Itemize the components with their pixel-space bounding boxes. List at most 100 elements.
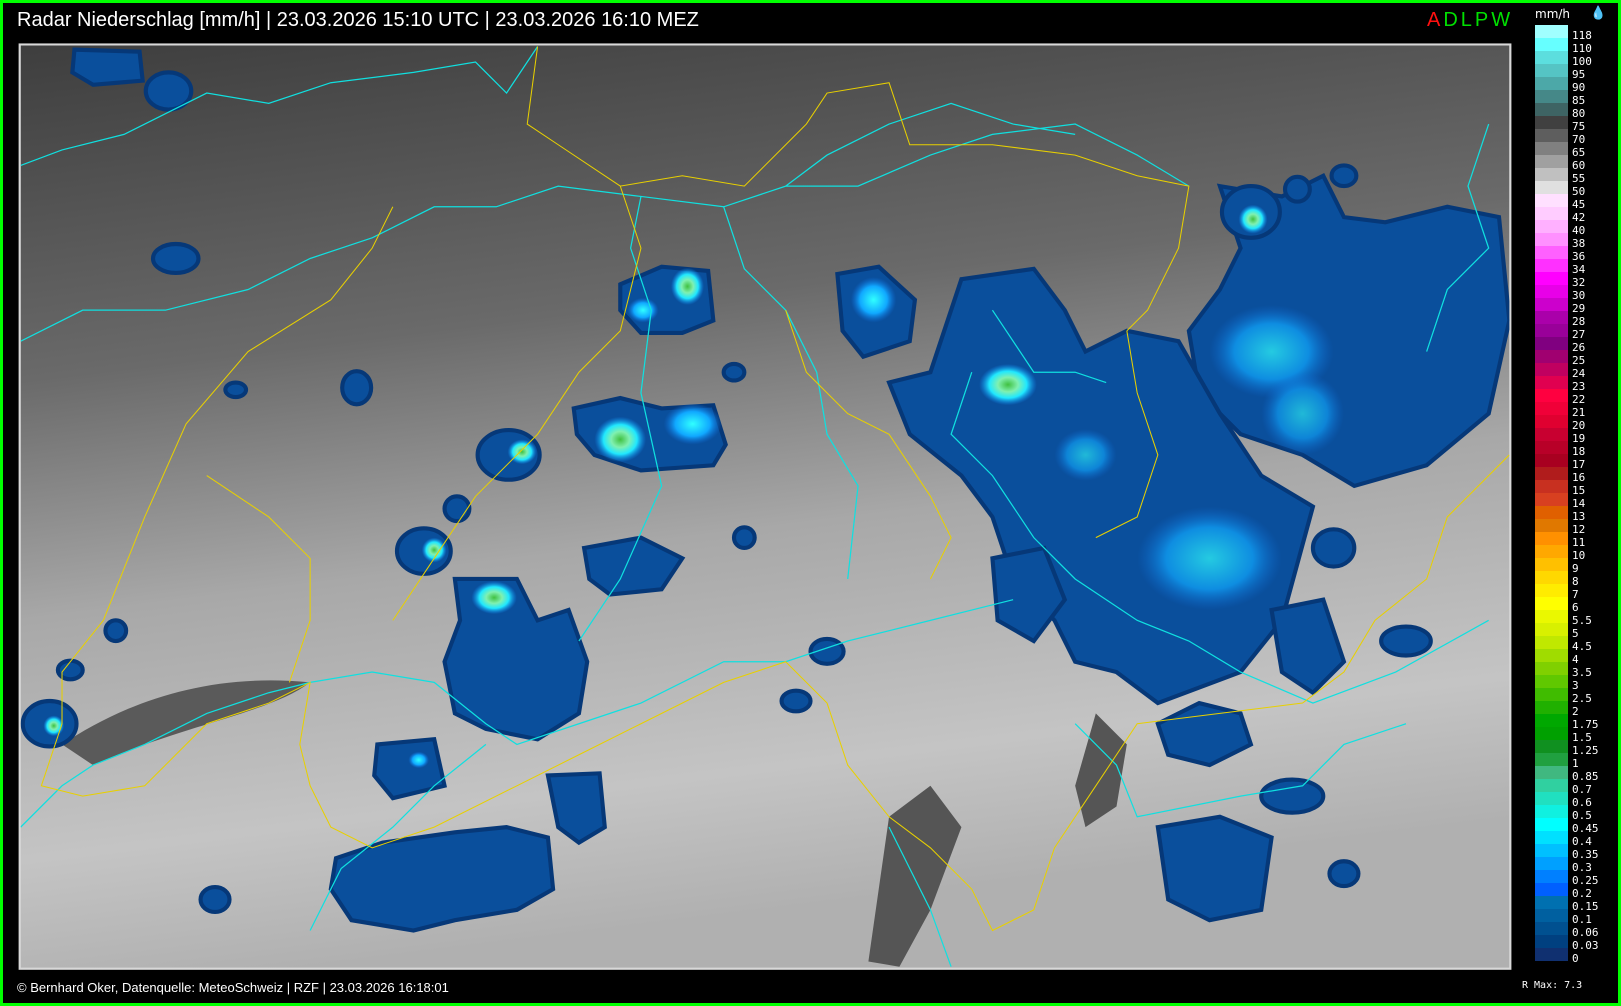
legend-label: 2 (1572, 705, 1579, 718)
legend-band: 15 (1535, 480, 1585, 496)
legend-label: 28 (1572, 315, 1586, 328)
legend-label: 16 (1572, 471, 1586, 484)
legend-unit: mm/h (1535, 7, 1571, 21)
legend-label: 0.25 (1572, 874, 1599, 887)
legend-label: 40 (1572, 224, 1586, 237)
legend-label: 7 (1572, 588, 1579, 601)
legend-band: 32 (1535, 272, 1585, 288)
legend-label: 8 (1572, 575, 1579, 588)
borders (40, 46, 1510, 932)
legend-band: 0.06 (1535, 922, 1599, 938)
legend-label: 11 (1572, 536, 1586, 549)
legend-band: 110 (1535, 38, 1592, 54)
legend-band: 2 (1535, 701, 1579, 717)
legend-band: 25 (1535, 350, 1585, 366)
legend-band: 40 (1535, 220, 1585, 236)
legend-label: 75 (1572, 120, 1586, 133)
legend-band: 0.35 (1535, 844, 1599, 860)
legend-band: 0.15 (1535, 896, 1599, 912)
legend-band: 13 (1535, 506, 1585, 522)
legend-band: 1.75 (1535, 714, 1599, 730)
legend-band: 3.5 (1535, 662, 1592, 678)
legend-band: 0.5 (1535, 805, 1592, 821)
legend-band: 30 (1535, 285, 1585, 301)
legend-label: 12 (1572, 523, 1586, 536)
legend-label: 0.6 (1572, 796, 1592, 809)
legend-band: 0 (1535, 948, 1579, 964)
legend-label: 38 (1572, 237, 1586, 250)
legend-label: 0.3 (1572, 861, 1592, 874)
legend-band: 5.5 (1535, 610, 1592, 626)
legend-label: 9 (1572, 562, 1579, 575)
legend-label: 22 (1572, 393, 1586, 406)
legend-label: 1.25 (1572, 744, 1599, 757)
legend-band: 0.4 (1535, 831, 1592, 847)
legend-label: 21 (1572, 406, 1586, 419)
legend-label: 34 (1572, 263, 1586, 276)
legend-label: 0.15 (1572, 900, 1599, 913)
rivers-and-lakes (20, 46, 1490, 967)
legend-band: 118 (1535, 25, 1592, 41)
legend-label: 1.5 (1572, 731, 1592, 744)
legend-label: 118 (1572, 29, 1592, 42)
legend-band: 0.6 (1535, 792, 1592, 808)
raindrops-icon: 💧 (1590, 5, 1607, 20)
legend-label: 30 (1572, 289, 1586, 302)
legend-label: 2.5 (1572, 692, 1592, 705)
legend-band: 24 (1535, 363, 1585, 379)
legend-band: 9 (1535, 558, 1579, 574)
legend-band: 50 (1535, 181, 1585, 197)
legend-band: 0.03 (1535, 935, 1599, 951)
legend-label: 32 (1572, 276, 1586, 289)
legend-band: 20 (1535, 415, 1585, 431)
legend-band: 60 (1535, 155, 1585, 171)
legend-label: 90 (1572, 81, 1586, 94)
legend-label: 0.03 (1572, 939, 1599, 952)
legend-band: 0.25 (1535, 870, 1599, 886)
legend-band: 65 (1535, 142, 1585, 158)
legend-label: 3 (1572, 679, 1579, 692)
legend-band: 0.2 (1535, 883, 1592, 899)
precipitation-intensity (43, 204, 1344, 769)
legend-band: 0.45 (1535, 818, 1599, 834)
legend-label: 18 (1572, 445, 1586, 458)
legend-band: 27 (1535, 324, 1585, 340)
legend-band: 18 (1535, 441, 1585, 457)
legend-band: 6 (1535, 597, 1579, 613)
legend-label: 19 (1572, 432, 1586, 445)
legend-label: 45 (1572, 198, 1586, 211)
legend-label: 55 (1572, 172, 1586, 185)
legend-band: 10 (1535, 545, 1585, 561)
legend-band: 16 (1535, 467, 1585, 483)
legend-band: 0.1 (1535, 909, 1592, 925)
legend-label: 50 (1572, 185, 1586, 198)
legend-label: 3.5 (1572, 666, 1592, 679)
legend-label: 14 (1572, 497, 1586, 510)
legend-label: 23 (1572, 380, 1586, 393)
legend-band: 29 (1535, 298, 1585, 314)
legend-label: 4 (1572, 653, 1579, 666)
legend-band: 1 (1535, 753, 1579, 769)
legend-label: 6 (1572, 601, 1579, 614)
legend-label: 80 (1572, 107, 1586, 120)
legend-band: 42 (1535, 207, 1585, 223)
legend-band: 85 (1535, 90, 1585, 106)
legend-label: 10 (1572, 549, 1586, 562)
footer-credits: © Bernhard Oker, Datenquelle: MeteoSchwe… (17, 980, 449, 995)
legend-band: 55 (1535, 168, 1585, 184)
legend-label: 15 (1572, 484, 1586, 497)
legend-label: 0.85 (1572, 770, 1599, 783)
legend-label: 1.75 (1572, 718, 1599, 731)
legend-band: 34 (1535, 259, 1585, 275)
legend-label: 0 (1572, 952, 1579, 965)
legend-label: 0.5 (1572, 809, 1592, 822)
legend-band: 90 (1535, 77, 1585, 93)
legend-band: 36 (1535, 246, 1585, 262)
legend-label: 0.35 (1572, 848, 1599, 861)
legend-label: 95 (1572, 68, 1586, 81)
legend-label: 85 (1572, 94, 1586, 107)
legend-label: 4.5 (1572, 640, 1592, 653)
r-max-value: R Max: 7.3 (1522, 980, 1583, 991)
legend-label: 20 (1572, 419, 1586, 432)
